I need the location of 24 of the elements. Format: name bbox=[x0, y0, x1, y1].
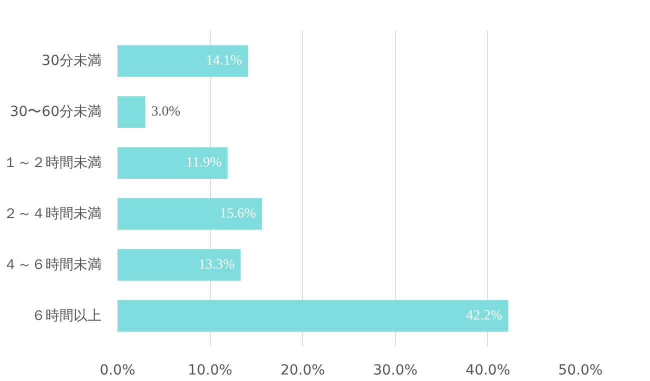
y-tick-label: １～２時間未満 bbox=[4, 155, 102, 172]
y-tick-label: ４～６時間未満 bbox=[4, 256, 102, 273]
bar bbox=[118, 198, 262, 230]
y-tick-label: ６時間以上 bbox=[32, 308, 102, 324]
y-tick-label: ２～４時間未満 bbox=[4, 206, 102, 222]
bar bbox=[118, 300, 508, 332]
data-label: 14.1% bbox=[206, 54, 242, 69]
bar bbox=[118, 249, 241, 281]
data-label: 11.9% bbox=[186, 156, 222, 171]
data-label: 15.6% bbox=[220, 206, 256, 222]
x-tick-label: 30.0% bbox=[373, 362, 418, 378]
x-tick-label: 10.0% bbox=[188, 362, 232, 378]
data-label: 13.3% bbox=[198, 257, 235, 272]
x-tick-label: 0.0% bbox=[100, 362, 136, 378]
y-tick-label: 30分未満 bbox=[42, 53, 102, 70]
bar bbox=[118, 147, 228, 179]
bar bbox=[118, 96, 146, 128]
data-label: 3.0% bbox=[151, 104, 181, 120]
x-tick-label: 20.0% bbox=[280, 362, 325, 378]
x-tick-label: 50.0% bbox=[558, 362, 603, 378]
data-label: 42.2% bbox=[466, 308, 503, 324]
bar bbox=[118, 45, 248, 77]
x-tick-label: 40.0% bbox=[466, 362, 510, 378]
y-tick-label: 30〜60分未満 bbox=[10, 104, 102, 120]
